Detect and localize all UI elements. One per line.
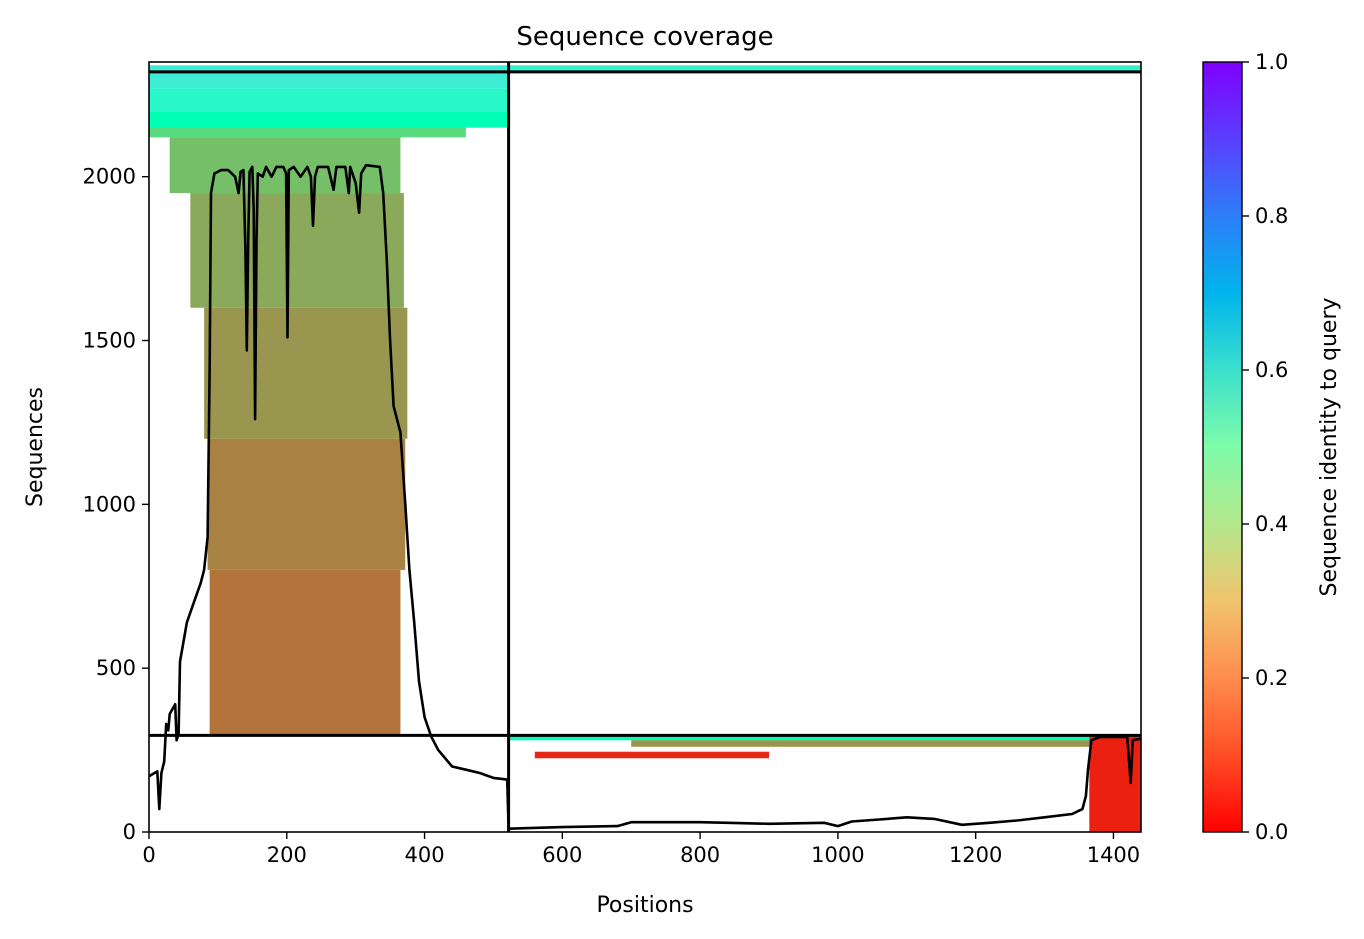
x-tick-label: 600	[542, 843, 582, 867]
colorbar-tick-label: 0.0	[1255, 820, 1288, 844]
y-axis-label: Sequences	[23, 387, 48, 507]
x-tick-label: 0	[142, 843, 155, 867]
colorbar-tick-label: 1.0	[1255, 50, 1288, 74]
coverage-block	[207, 438, 406, 570]
x-axis-ticks: 0 200 400 600 800 1000 1200 1400	[142, 832, 1140, 867]
x-tick-label: 800	[680, 843, 720, 867]
y-tick-label: 2000	[83, 165, 136, 189]
y-tick-label: 1500	[83, 329, 136, 353]
x-tick-label: 400	[405, 843, 445, 867]
colorbar-label: Sequence identity to query	[1317, 297, 1342, 596]
x-tick-label: 1000	[811, 843, 864, 867]
coverage-block	[204, 307, 408, 439]
y-tick-label: 500	[96, 656, 136, 680]
colorbar-tick-label: 0.6	[1255, 358, 1288, 382]
coverage-block	[149, 71, 509, 89]
coverage-heatmap	[149, 65, 1141, 832]
colorbar-tick-label: 0.4	[1255, 512, 1288, 536]
colorbar	[1202, 61, 1243, 833]
y-axis-ticks: 0 500 1000 1500 2000	[83, 165, 149, 844]
coverage-block	[149, 127, 466, 138]
coverage-block	[149, 111, 509, 128]
colorbar-tick-label: 0.8	[1255, 204, 1288, 228]
coverage-block	[149, 65, 509, 72]
coverage-block	[149, 88, 509, 112]
x-tick-label: 1200	[949, 843, 1002, 867]
x-tick-label: 1400	[1087, 843, 1140, 867]
x-axis-label: Positions	[596, 893, 693, 918]
y-tick-label: 0	[123, 820, 136, 844]
plot-frame	[148, 61, 1142, 833]
coverage-line	[149, 163, 1141, 831]
chart-title: Sequence coverage	[516, 22, 773, 52]
region-boundaries	[149, 62, 1141, 832]
coverage-line-layer	[149, 163, 1141, 831]
colorbar-tick-label: 0.2	[1255, 666, 1288, 690]
coverage-block	[631, 740, 1141, 747]
colorbar-ticks: 0.0 0.2 0.4 0.6 0.8 1.0	[1242, 50, 1288, 844]
coverage-block	[190, 193, 404, 308]
y-tick-label: 1000	[83, 492, 136, 516]
x-tick-label: 200	[267, 843, 307, 867]
coverage-block	[534, 751, 769, 759]
coverage-block	[508, 65, 1141, 72]
coverage-block	[508, 735, 1141, 741]
coverage-block	[209, 569, 401, 736]
